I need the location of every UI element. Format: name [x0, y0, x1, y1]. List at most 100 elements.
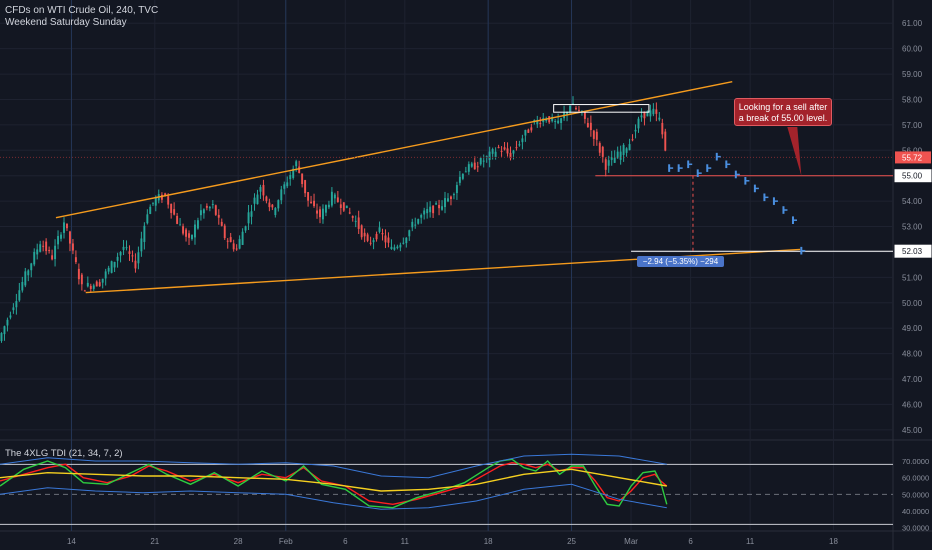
candle-body [63, 222, 65, 233]
candle-body [235, 248, 238, 250]
candle-body [393, 247, 396, 250]
candle-body [179, 224, 182, 226]
candle-body [586, 123, 589, 128]
tdi-series-blue-upper [0, 453, 667, 479]
price-label-box [894, 244, 932, 258]
candle-body [226, 240, 229, 242]
price-label-box [894, 169, 932, 183]
candle-body [45, 241, 48, 251]
candle-body [199, 210, 202, 216]
candle-body [476, 166, 479, 168]
candle-body [435, 203, 438, 205]
candle-body [455, 185, 458, 194]
candle-body [173, 209, 176, 215]
candle-body [30, 263, 33, 271]
candle-body [342, 202, 345, 211]
price-label-text: 55.00 [902, 172, 923, 181]
candle-body [149, 206, 152, 214]
candle-body [652, 108, 655, 115]
candle-body [661, 122, 664, 135]
candle-body [208, 206, 211, 209]
candle-body [333, 194, 336, 199]
candle-body [551, 116, 554, 122]
candle-body [113, 261, 116, 268]
candle-body [461, 173, 464, 179]
candle-body [566, 112, 569, 115]
candle-body [15, 301, 18, 308]
candle-body [286, 182, 289, 187]
candle-body [518, 144, 521, 146]
candle-body [372, 240, 375, 243]
candle-body [441, 206, 444, 210]
price-label-text: 55.72 [902, 153, 923, 162]
candle-body [104, 271, 107, 279]
candle-body [66, 223, 68, 229]
candle-body [500, 150, 503, 152]
candle-body [277, 200, 280, 209]
candle-body [280, 189, 283, 201]
tdi-series-yellow [0, 468, 667, 492]
candle-body [313, 200, 316, 207]
time-tick-label: Feb [279, 537, 293, 546]
candle-body [143, 225, 146, 242]
candle-body [214, 205, 217, 215]
candle-body [640, 115, 643, 118]
price-tick-label: 51.00 [902, 273, 923, 282]
candle-body [77, 268, 80, 280]
indicator-tick-label: 70.0000 [902, 457, 929, 466]
candle-body [622, 144, 625, 155]
candle-body [449, 196, 452, 200]
price-tick-label: 60.00 [902, 45, 923, 54]
candle-body [506, 148, 509, 154]
candle-body [598, 143, 601, 153]
candle-body [363, 232, 366, 237]
candle-body [330, 191, 333, 206]
candle-body [322, 208, 324, 220]
price-tick-label: 50.00 [902, 299, 923, 308]
candle-body [601, 146, 604, 157]
price-tick-label: 54.00 [902, 197, 923, 206]
candle-body [631, 139, 634, 141]
candle-body [577, 109, 580, 111]
candle-body [292, 168, 295, 178]
candle-body [399, 244, 402, 248]
tdi-indicator-pane[interactable] [0, 453, 893, 525]
candle-body [482, 160, 485, 162]
candle-body [83, 290, 86, 292]
axes: 61.00 60.00 59.00 58.00 57.00 56.00 55.00 54.00… [67, 19, 932, 546]
price-tick-label: 45.00 [902, 426, 923, 435]
candle-body [319, 209, 321, 218]
candle-body [185, 229, 188, 237]
candle-body [134, 260, 137, 269]
candle-body [527, 129, 530, 133]
candle-body [628, 144, 631, 151]
candle-body [619, 151, 622, 160]
candle-body [524, 129, 527, 136]
candle-body [405, 237, 408, 244]
price-label-box [895, 151, 931, 164]
main-price-pane[interactable] [0, 81, 893, 343]
candle-body [607, 160, 610, 166]
candle-body [610, 157, 613, 160]
candle-body [408, 230, 411, 237]
candle-body [223, 225, 226, 239]
candle-body [432, 205, 435, 214]
candle-body [479, 157, 482, 165]
candle-body [351, 216, 354, 218]
candle-body [369, 242, 372, 244]
candle-body [616, 151, 619, 159]
candle-body [649, 110, 652, 117]
candle-body [575, 107, 577, 110]
candle-body [583, 111, 586, 119]
price-tick-label: 48.00 [902, 350, 923, 359]
candle-body [336, 197, 339, 203]
candle-body [217, 214, 220, 218]
candle-body [95, 281, 98, 287]
time-tick-label: 6 [688, 537, 693, 546]
candle-body [220, 221, 223, 226]
candle-body [21, 281, 24, 291]
candle-body [36, 249, 39, 255]
candle-body [27, 270, 30, 276]
time-tick-label: 11 [746, 537, 755, 546]
candle-body [18, 290, 21, 301]
